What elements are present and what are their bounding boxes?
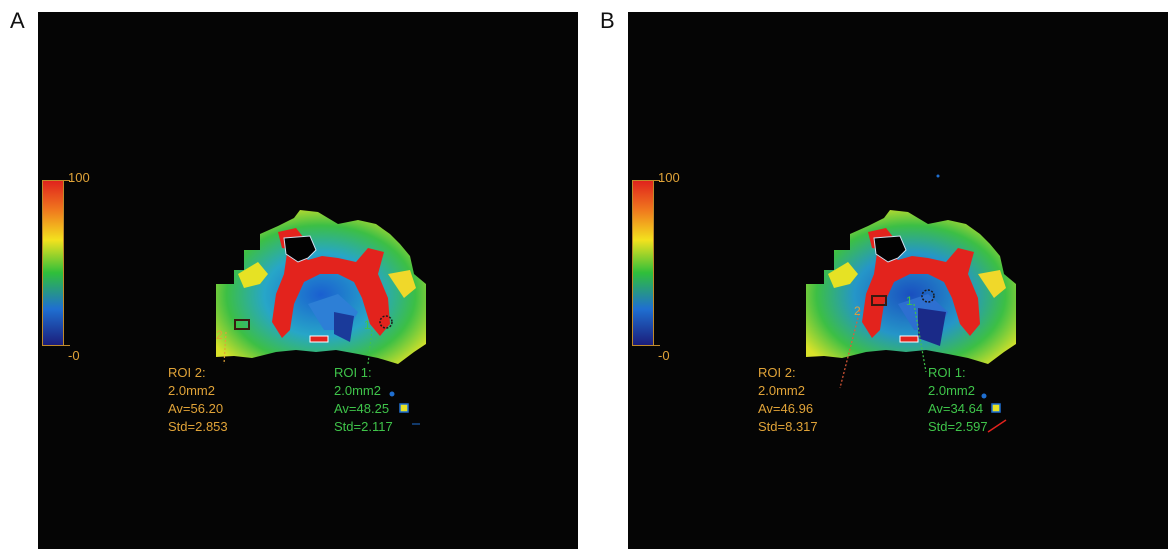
roi1-area-b: 2.0mm2 [928,383,975,398]
roi2-av-b: Av=46.96 [758,401,814,416]
roi1-marker-b: 1 [906,294,913,308]
roi2-title-a: ROI 2: [168,365,206,380]
brain-perfusion-map-b [806,174,1016,433]
colorbar-b [632,180,654,346]
colorbar-tick-min-a [64,345,70,346]
roi2-std-a: Std=2.853 [168,419,228,434]
roi2-area-a: 2.0mm2 [168,383,215,398]
perfusion-image-b: 100 -0 2 1 ROI 2: 2.0mm2 [628,12,1168,549]
roi2-stats-a: ROI 2: 2.0mm2 Av=56.20 Std=2.853 [168,364,228,436]
colorbar-max-label-b: 100 [658,170,680,185]
roi2-marker-a: 2 [216,328,223,342]
colorbar-a [42,180,64,346]
roi2-marker-b: 2 [854,304,861,318]
roi2-std-b: Std=8.317 [758,419,818,434]
roi1-stats-a: ROI 1: 2.0mm2 Av=48.25 Std=2.117 [334,364,393,436]
roi1-av-a: Av=48.25 [334,401,390,416]
colorbar-tick-max-b [654,180,660,181]
roi1-std-a: Std=2.117 [334,419,393,434]
roi2-area-b: 2.0mm2 [758,383,805,398]
colorbar-min-label-b: -0 [658,348,670,363]
roi1-title-a: ROI 1: [334,365,372,380]
roi1-title-b: ROI 1: [928,365,966,380]
roi1-area-a: 2.0mm2 [334,383,381,398]
roi2-stats-b: ROI 2: 2.0mm2 Av=46.96 Std=8.317 [758,364,818,436]
panel-letter-a: A [10,8,25,33]
roi2-av-a: Av=56.20 [168,401,224,416]
roi2-title-b: ROI 2: [758,365,796,380]
colorbar-min-label-a: -0 [68,348,80,363]
roi1-stats-b: ROI 1: 2.0mm2 Av=34.64 Std=2.597 [928,364,988,436]
panel-letter-b: B [600,8,615,33]
roi1-av-b: Av=34.64 [928,401,984,416]
colorbar-tick-max-a [64,180,70,181]
colorbar-tick-min-b [654,345,660,346]
roi1-std-b: Std=2.597 [928,419,988,434]
roi1-marker-a: 1 [364,318,371,332]
perfusion-image-a: 100 -0 2 1 ROI 2: 2.0mm2 Av=56 [38,12,578,549]
colorbar-max-label-a: 100 [68,170,90,185]
brain-perfusion-map-a [216,210,426,425]
